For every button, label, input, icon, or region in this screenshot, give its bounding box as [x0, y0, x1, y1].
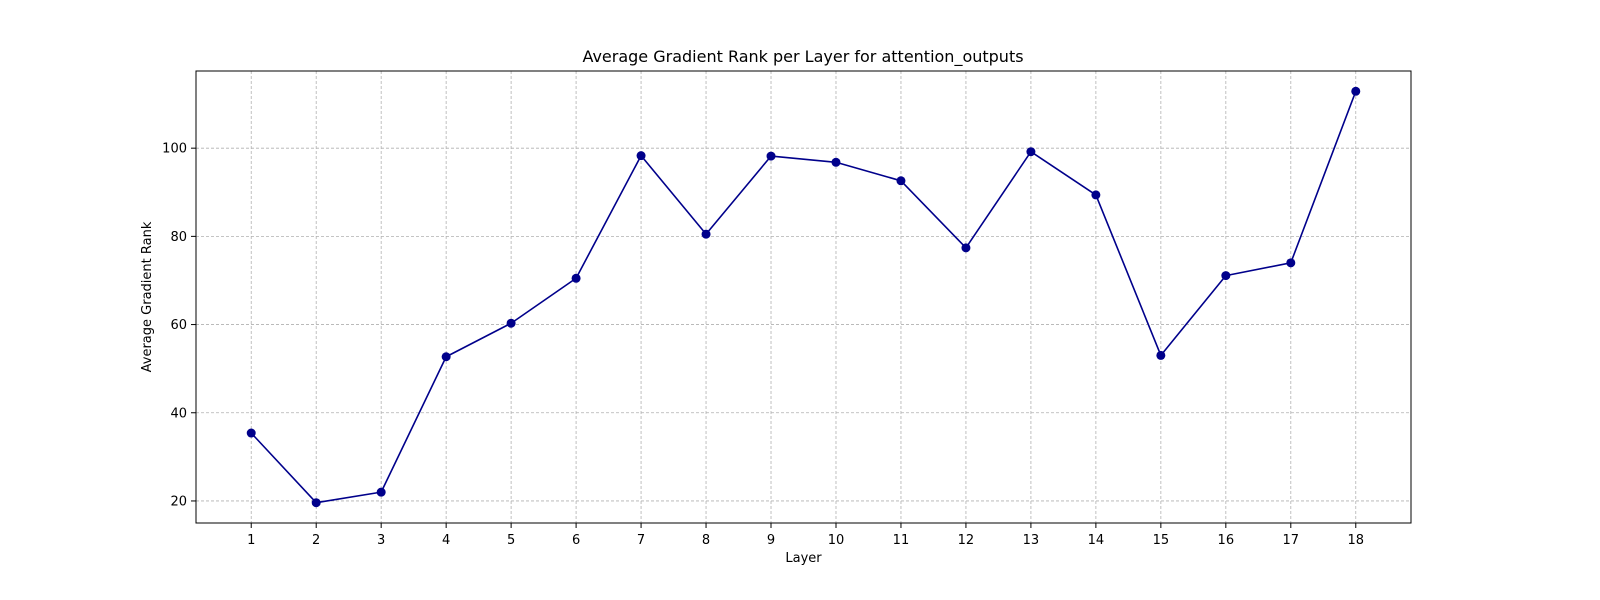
x-tick-label: 11 — [893, 533, 910, 548]
data-point — [961, 243, 971, 253]
y-axis-label: Average Gradient Rank — [140, 221, 155, 372]
series-line-layer — [250, 91, 1357, 504]
x-tick-label: 10 — [828, 533, 845, 548]
x-tick-label: 7 — [637, 533, 645, 548]
data-point — [831, 157, 841, 167]
data-point — [1351, 86, 1361, 96]
data-point — [1091, 190, 1101, 200]
x-tick-label: 16 — [1218, 533, 1235, 548]
y-tick-label: 60 — [170, 318, 187, 333]
x-tick-label: 4 — [442, 533, 450, 548]
data-point — [1286, 258, 1296, 268]
x-tick-label: 13 — [1023, 533, 1040, 548]
x-tick-label: 6 — [572, 533, 580, 548]
data-point — [246, 428, 256, 438]
data-point — [701, 229, 711, 239]
x-tick-label: 1 — [247, 533, 255, 548]
data-point-layer — [246, 86, 1361, 508]
y-tick-label: 80 — [170, 230, 187, 245]
data-point — [441, 352, 451, 362]
x-tick-label: 9 — [767, 533, 775, 548]
data-point — [1221, 271, 1231, 281]
x-tick-label: 8 — [702, 533, 710, 548]
data-point — [571, 273, 581, 283]
x-tick-label: 5 — [507, 533, 515, 548]
data-point — [896, 176, 906, 186]
data-point — [766, 151, 776, 161]
y-tick-label: 20 — [170, 494, 187, 509]
y-tick-label: 40 — [170, 406, 187, 421]
x-axis-label: Layer — [785, 551, 822, 566]
data-point — [376, 487, 386, 497]
x-tick-label: 17 — [1283, 533, 1300, 548]
chart-title: Average Gradient Rank per Layer for atte… — [582, 47, 1023, 67]
x-tick-label: 15 — [1153, 533, 1170, 548]
data-point — [311, 498, 321, 508]
x-tick-label: 14 — [1088, 533, 1105, 548]
data-point — [636, 151, 646, 161]
plot-frame — [195, 70, 1412, 524]
x-tick-label: 18 — [1347, 533, 1364, 548]
grid-lines — [196, 71, 1411, 523]
x-tick-label: 12 — [958, 533, 975, 548]
series-line — [250, 91, 1357, 504]
x-tick-label: 2 — [312, 533, 320, 548]
data-point — [506, 318, 516, 328]
data-point — [1156, 350, 1166, 360]
x-tick-label: 3 — [377, 533, 385, 548]
y-tick-label: 100 — [162, 142, 187, 157]
data-point — [1026, 147, 1036, 157]
